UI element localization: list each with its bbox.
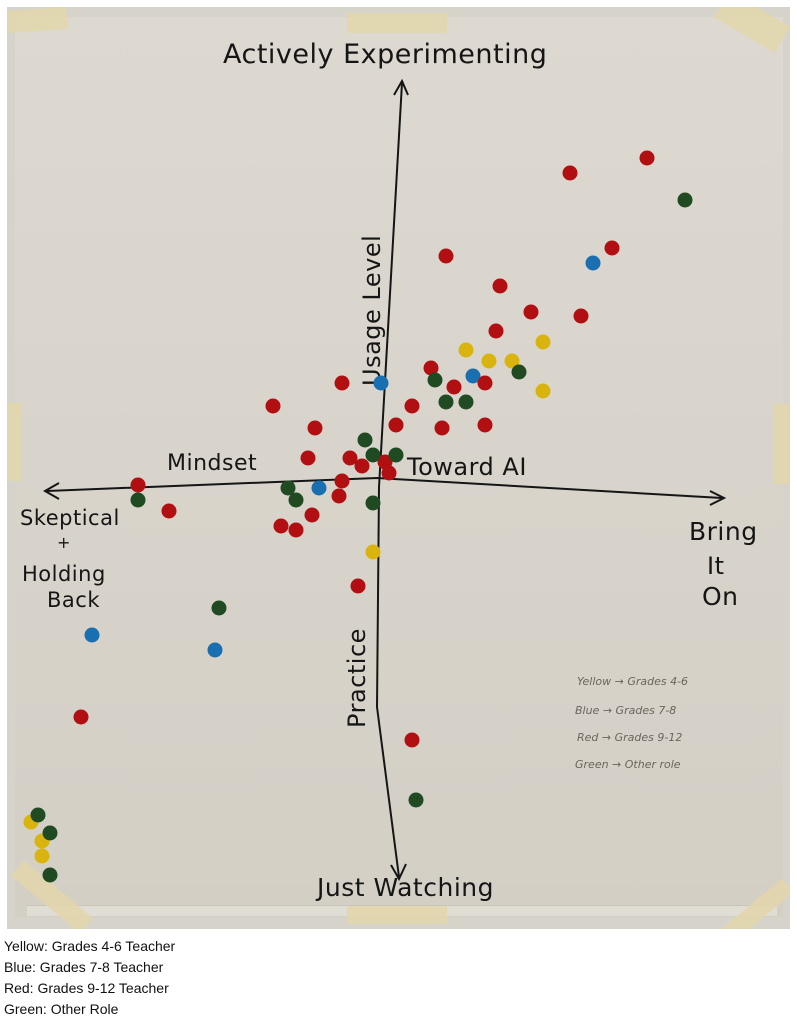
right-axis-label-1: Bring — [689, 517, 758, 546]
data-point — [492, 278, 508, 294]
legend-blue: Blue: Grades 7-8 Teacher — [4, 959, 164, 975]
tape-left-middle — [7, 403, 21, 481]
data-point — [458, 342, 474, 357]
data-point — [311, 480, 327, 496]
data-point — [84, 627, 100, 642]
usage-level-label: Usage Level — [358, 234, 386, 386]
legend-green: Green: Other Role — [4, 1001, 119, 1017]
right-axis-label-3: On — [702, 582, 739, 611]
toward-ai-label: Toward AI — [407, 453, 527, 481]
data-point — [535, 383, 551, 399]
left-arrow-icon — [42, 482, 60, 500]
data-point — [446, 379, 462, 395]
data-point — [465, 368, 481, 384]
data-point — [354, 458, 370, 474]
data-point — [585, 255, 601, 271]
data-point — [288, 522, 304, 537]
data-point — [373, 375, 389, 391]
data-point — [331, 488, 346, 504]
data-point — [677, 192, 693, 207]
horizontal-axis-line — [46, 476, 723, 499]
data-point — [207, 642, 223, 657]
bottom-axis-label: Just Watching — [317, 873, 494, 902]
data-point — [404, 398, 420, 414]
tape-bottom-center — [347, 906, 447, 924]
data-point — [404, 732, 420, 747]
data-point — [365, 447, 381, 462]
handwritten-key-blue: Blue → Grades 7-8 — [575, 704, 677, 717]
legend-red: Red: Grades 9-12 Teacher — [4, 980, 169, 996]
data-point — [381, 465, 397, 481]
data-point — [265, 398, 281, 414]
down-arrow-icon — [390, 863, 407, 882]
practice-label: Practice — [343, 628, 371, 728]
handwritten-key-green: Green → Other role — [575, 758, 681, 771]
data-point — [34, 848, 50, 864]
data-point — [562, 165, 577, 181]
tape-right-middle — [773, 404, 789, 484]
data-point — [434, 420, 450, 436]
tape-top-center — [347, 13, 447, 33]
data-point — [438, 394, 454, 410]
data-point — [161, 503, 177, 519]
data-point — [300, 450, 316, 466]
data-point — [365, 495, 381, 511]
axes — [42, 78, 727, 882]
left-axis-label-4: Back — [47, 588, 100, 612]
data-point — [130, 477, 146, 492]
data-point — [408, 792, 423, 807]
color-legend-caption: Yellow: Grades 4-6 Teacher Blue: Grades … — [4, 936, 175, 1020]
data-point — [388, 417, 404, 432]
data-point — [334, 375, 350, 391]
handwritten-key-red: Red → Grades 9-12 — [577, 731, 683, 744]
data-point — [388, 447, 404, 462]
data-point — [304, 507, 320, 522]
data-point — [481, 353, 497, 369]
data-point — [573, 308, 589, 324]
data-point — [458, 394, 474, 410]
data-point — [365, 544, 381, 560]
data-point — [604, 240, 620, 256]
data-point — [488, 323, 504, 339]
data-point — [477, 417, 493, 432]
data-point — [288, 492, 304, 507]
data-point — [211, 600, 227, 616]
poster-paper — [15, 17, 783, 917]
right-axis-label-2: It — [707, 552, 725, 580]
data-point — [342, 450, 358, 466]
data-point — [130, 492, 146, 507]
left-axis-label-1: Skeptical — [20, 506, 120, 530]
data-point — [438, 248, 454, 264]
data-point — [273, 518, 289, 534]
poster-photo: Actively Experimenting Just Watching Ske… — [7, 7, 790, 929]
data-point — [427, 372, 443, 387]
data-point — [535, 334, 551, 350]
data-point — [73, 709, 89, 725]
legend-yellow: Yellow: Grades 4-6 Teacher — [4, 938, 176, 954]
data-point — [523, 304, 539, 320]
data-point — [42, 825, 58, 841]
top-axis-label: Actively Experimenting — [223, 39, 548, 70]
data-point — [350, 578, 366, 594]
handwritten-key-yellow: Yellow → Grades 4-6 — [577, 675, 689, 688]
left-axis-label-3: Holding — [22, 562, 106, 586]
up-arrow-icon — [393, 78, 409, 96]
data-point — [357, 432, 373, 447]
data-point — [42, 867, 58, 882]
data-point — [477, 375, 493, 391]
vertical-axis-line — [375, 82, 403, 878]
data-point — [30, 807, 46, 822]
right-arrow-icon — [709, 490, 727, 506]
data-point — [307, 420, 323, 436]
data-point — [511, 364, 527, 380]
left-axis-label-2: + — [57, 533, 71, 552]
data-point — [334, 473, 350, 489]
data-point — [639, 150, 654, 166]
mindset-label: Mindset — [167, 451, 258, 476]
